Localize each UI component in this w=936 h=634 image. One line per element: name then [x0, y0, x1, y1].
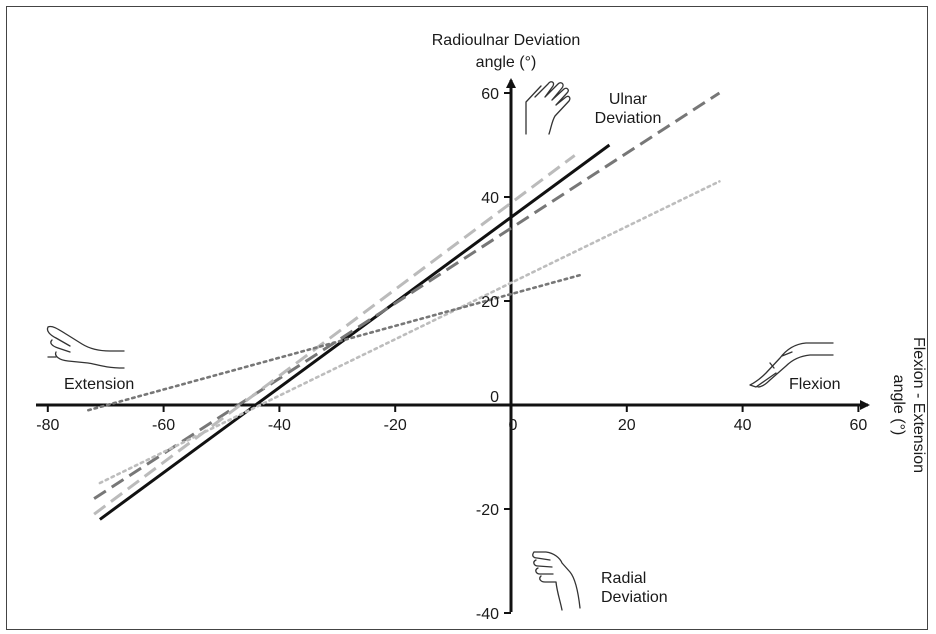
radial-deviation-label-line-2: Deviation: [601, 589, 668, 606]
x-tick-label: 0: [509, 417, 518, 434]
ticks-layer: -80 -60 -40 -20 0 20 40 60 -40 -20 0 20 40 60: [36, 86, 867, 623]
y-axis-title-line-1: Radioulnar Deviation: [432, 32, 581, 49]
radial-deviation-label-line-1: Radial: [601, 570, 646, 587]
x-tick-label: 20: [618, 417, 636, 434]
series-line-2: [93, 91, 721, 500]
x-tick-label: -60: [152, 417, 175, 434]
y-axis-title-line-2: angle (°): [476, 54, 537, 71]
y-tick-label: 60: [481, 86, 499, 103]
y-tick-label: 40: [481, 190, 499, 207]
x-tick-label: -80: [36, 417, 59, 434]
y-tick-label: 0: [490, 389, 499, 406]
series-line-3: [93, 154, 576, 516]
extension-label: Extension: [64, 376, 134, 393]
series-line-1: [99, 143, 611, 521]
y-tick-label: -40: [476, 606, 499, 623]
hand-flexion-icon: [749, 342, 834, 388]
x-axis-title-line-2: angle (°): [890, 375, 907, 436]
flexion-label: Flexion: [789, 376, 841, 393]
chart-frame: [6, 6, 928, 630]
x-axis-title-line-1: Flexion - Extension: [910, 337, 927, 473]
ulnar-deviation-label-line-1: Ulnar: [609, 91, 648, 108]
x-tick-label: -20: [384, 417, 407, 434]
y-tick-label: 20: [481, 294, 499, 311]
hand-extension-icon: [46, 325, 125, 369]
hand-radial-icon: [532, 551, 581, 611]
hand-ulnar-icon: [525, 81, 571, 135]
series-line-5: [87, 273, 582, 412]
series-line-4: [98, 180, 721, 485]
x-tick-label: -40: [268, 417, 291, 434]
x-tick-label: 40: [734, 417, 752, 434]
series-layer: [87, 91, 721, 521]
x-tick-label: 60: [850, 417, 868, 434]
ulnar-deviation-label-line-2: Deviation: [595, 110, 662, 127]
y-tick-label: -20: [476, 502, 499, 519]
